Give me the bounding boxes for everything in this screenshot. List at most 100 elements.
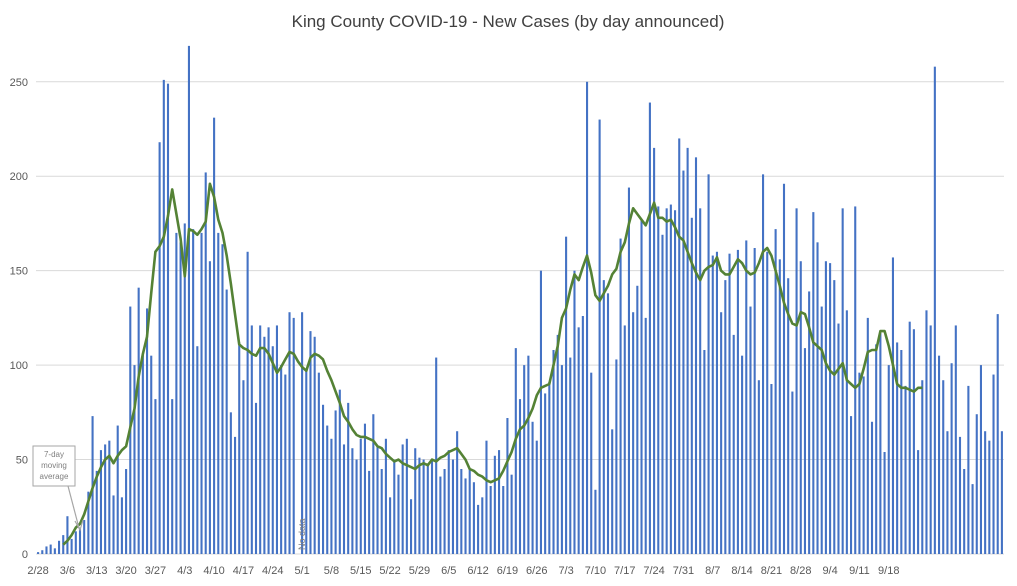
bar-day-97 [443, 469, 446, 554]
bar-day-133 [594, 489, 597, 554]
bar-day-49 [242, 380, 245, 554]
bar-day-52 [254, 402, 258, 554]
bar-day-31 [166, 83, 170, 555]
bar-day-44 [221, 244, 224, 554]
no-data-label: No data [297, 518, 307, 550]
bar-day-63 [301, 312, 304, 554]
bar-day-171 [753, 248, 756, 554]
bar-day-148 [657, 206, 660, 554]
bar-day-116 [523, 365, 526, 554]
x-tick-label-7-24: 7/24 [643, 565, 664, 577]
bar-day-56 [271, 346, 274, 554]
bar-day-14 [95, 470, 98, 554]
x-tick-label-5-29: 5/29 [409, 565, 430, 577]
bar-day-18 [112, 495, 115, 554]
bar-day-23 [133, 365, 136, 554]
bar-day-146 [648, 102, 651, 555]
x-tick-label-5-8: 5/8 [324, 565, 339, 577]
bar-day-182 [799, 261, 802, 554]
x-tick-label-8-28: 8/28 [790, 565, 811, 577]
bar-day-120 [539, 270, 542, 554]
bar-day-92 [422, 459, 425, 554]
x-axis-ticks: 2/28 3/6 3/13 3/20 3/27 4/3 4/10 4/17 4/24 5/1 5/8… [27, 565, 899, 577]
bar-day-80 [372, 414, 375, 554]
x-tick-label-2-28: 2/28 [27, 565, 48, 577]
bar-day-230 [1000, 431, 1003, 554]
bar-day-93 [426, 463, 429, 554]
bar-day-124 [556, 334, 559, 554]
bar-day-180 [791, 391, 794, 554]
bar-day-131 [586, 81, 589, 555]
bar-day-134 [598, 119, 601, 555]
bar-day-33 [175, 232, 178, 554]
bar-day-127 [569, 357, 572, 554]
bar-day-173 [762, 174, 765, 555]
bar-day-141 [627, 187, 630, 555]
bar-day-100 [456, 431, 459, 554]
bar-day-147 [653, 147, 656, 554]
x-tick-label-7-3: 7/3 [558, 565, 573, 577]
bar-day-193 [845, 310, 848, 554]
x-tick-label-7-17: 7/17 [614, 565, 635, 577]
bar-day-129 [577, 327, 580, 554]
bar-day-126 [565, 236, 568, 554]
bar-day-164 [724, 280, 727, 554]
bar-day-132 [590, 372, 593, 554]
bar-day-192 [841, 208, 844, 555]
x-tick-label-8-7: 8/7 [705, 565, 720, 577]
bar-day-198 [866, 317, 869, 554]
bar-day-105 [477, 504, 480, 554]
bar-day-103 [468, 469, 471, 554]
bar-day-16 [104, 444, 107, 554]
bar-day-81 [376, 446, 379, 554]
bar-day-175 [770, 384, 773, 554]
bar-day-206 [900, 350, 903, 554]
bar-day-2 [45, 546, 48, 554]
bar-day-200 [875, 344, 878, 554]
bar-day-162 [715, 251, 718, 554]
bar-day-140 [623, 325, 626, 554]
bar-day-219 [954, 325, 957, 554]
bar-day-27 [150, 355, 153, 554]
bar-day-118 [531, 421, 534, 554]
annotations: 7-day moving average No data 65 [32, 0, 1016, 550]
bar-day-156 [690, 217, 693, 554]
bar-day-60 [288, 312, 291, 554]
bar-day-55 [267, 327, 270, 554]
bar-day-209 [912, 329, 915, 554]
bar-day-168 [741, 355, 744, 554]
bar-day-174 [766, 251, 769, 554]
bar-day-26 [146, 308, 149, 554]
bar-day-57 [275, 325, 278, 554]
bar-day-110 [498, 450, 501, 554]
bar-day-101 [460, 469, 463, 554]
x-tick-label-6-19: 6/19 [497, 565, 518, 577]
moving-average-callout-line3: average [40, 472, 69, 481]
moving-average-callout-line2: moving [41, 461, 67, 470]
bar-day-115 [518, 399, 522, 554]
bar-day-158 [699, 208, 702, 555]
x-tick-label-5-22: 5/22 [379, 565, 400, 577]
bar-day-87 [401, 444, 404, 554]
y-tick-label-150: 150 [10, 266, 28, 278]
bar-day-160 [707, 174, 710, 555]
bar-day-114 [514, 348, 517, 554]
bar-day-106 [481, 497, 484, 554]
moving-average-callout-line1: 7-day [44, 450, 64, 459]
bar-day-184 [808, 291, 811, 554]
bar-day-223 [971, 484, 974, 554]
bar-day-138 [615, 359, 618, 554]
bar-day-165 [728, 253, 731, 554]
bar-day-72 [338, 389, 341, 554]
bar-day-123 [552, 350, 555, 554]
bar-day-34 [179, 242, 182, 555]
bar-day-58 [280, 365, 283, 554]
bar-day-220 [958, 436, 962, 554]
x-tick-label-3-13: 3/13 [86, 565, 107, 577]
moving-average-callout-arrow [67, 485, 80, 529]
bar-day-37 [192, 229, 195, 554]
bar-day-137 [611, 429, 614, 554]
bar-day-179 [787, 278, 790, 554]
bar-day-186 [816, 242, 819, 555]
bar-day-29 [158, 142, 161, 554]
